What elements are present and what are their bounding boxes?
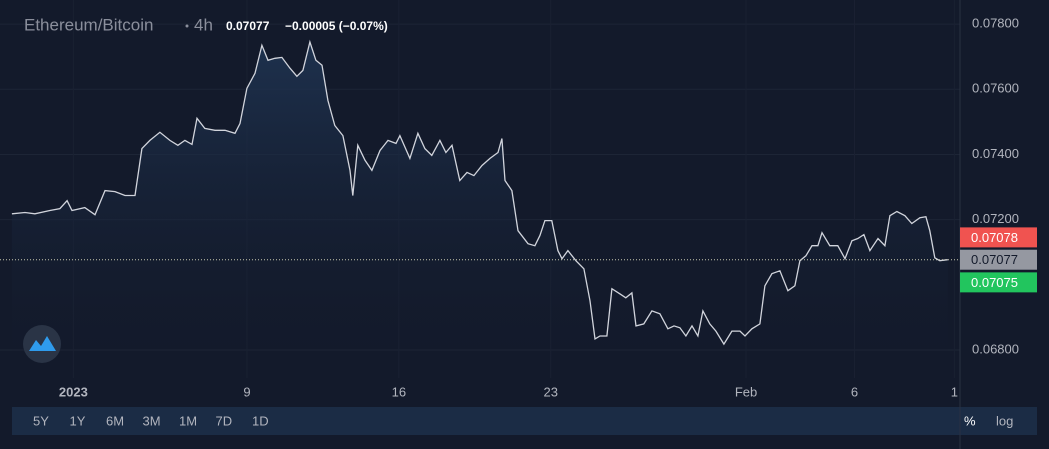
- range-button[interactable]: 5Y: [33, 413, 49, 428]
- separator: [185, 24, 189, 28]
- y-tick-label: 0.07800: [972, 16, 1019, 31]
- price-change: −0.00005 (−0.07%): [285, 19, 388, 33]
- last-price: 0.07077: [226, 19, 270, 33]
- scale-button[interactable]: %: [964, 413, 976, 428]
- price-marker: [960, 227, 1037, 248]
- range-button[interactable]: 3M: [143, 413, 161, 428]
- line: [11, 39, 948, 346]
- range-button[interactable]: 1M: [179, 413, 197, 428]
- interval: 4h: [194, 15, 213, 34]
- x-tick-label: 9: [243, 384, 250, 399]
- price-marker: [960, 249, 1037, 270]
- range-button[interactable]: 1D: [252, 413, 269, 428]
- range-button[interactable]: 1Y: [70, 413, 86, 428]
- x-tick-label: 6: [851, 384, 858, 399]
- y-tick-label: 0.07200: [972, 211, 1019, 226]
- price-marker-label: 0.07077: [971, 252, 1018, 267]
- x-tick-label: 1: [951, 384, 958, 399]
- range-button[interactable]: 6M: [106, 413, 124, 428]
- x-tick-label: 16: [392, 384, 406, 399]
- logo: [23, 325, 61, 363]
- price-marker-label: 0.07078: [971, 230, 1018, 245]
- y-tick-label: 0.06800: [972, 341, 1019, 356]
- y-tick-label: 0.07600: [972, 81, 1019, 96]
- x-tick-label: Feb: [735, 384, 757, 399]
- price-marker-label: 0.07075: [971, 275, 1018, 290]
- y-tick-label: 0.07400: [972, 146, 1019, 161]
- scale-button[interactable]: log: [996, 413, 1013, 428]
- range-button[interactable]: 7D: [216, 413, 233, 428]
- toolbar: [12, 407, 1037, 435]
- x-tick-label: 2023: [59, 384, 88, 399]
- price-marker: [960, 272, 1037, 293]
- chart-title: Ethereum/Bitcoin: [24, 15, 153, 34]
- x-tick-label: 23: [544, 384, 558, 399]
- area: [11, 42, 948, 378]
